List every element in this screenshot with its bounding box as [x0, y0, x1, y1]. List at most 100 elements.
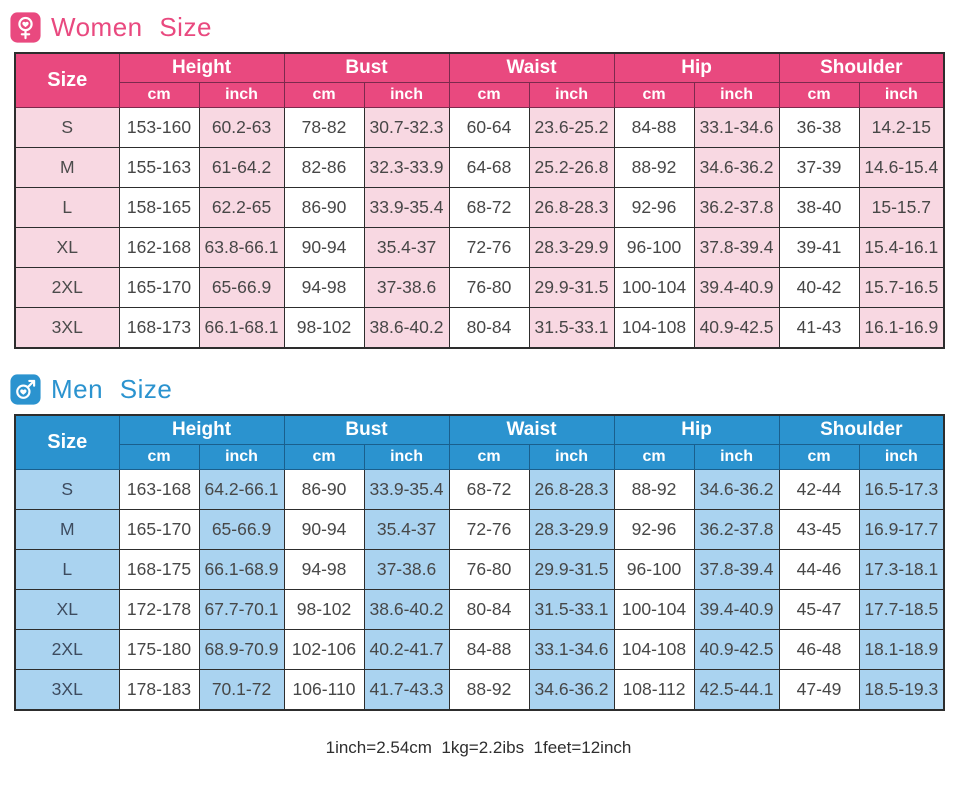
measurement-cell: 40.2-41.7 — [363, 629, 450, 670]
size-cell: 3XL — [14, 669, 120, 711]
column-header-waist: Waist — [448, 414, 615, 445]
measurement-cell: 76-80 — [448, 549, 530, 590]
size-row: L 158-165 62.2-65 86-90 33.9-35.4 68-72 26.8-2… — [14, 187, 945, 228]
measurement-cell: 39.4-40.9 — [693, 267, 780, 308]
size-row: XL 162-168 63.8-66.1 90-94 35.4-37 72-76 28.3-… — [14, 227, 945, 268]
measurement-cell: 178-183 — [118, 669, 200, 711]
measurement-cell: 92-96 — [613, 509, 695, 550]
measurement-cell: 44-46 — [778, 549, 860, 590]
measurement-cell: 40.9-42.5 — [693, 307, 780, 349]
measurement-cell: 40.9-42.5 — [693, 629, 780, 670]
measurement-cell: 162-168 — [118, 227, 200, 268]
size-row: 2XL 175-180 68.9-70.9 102-106 40.2-41.7 84-88… — [14, 629, 945, 670]
measurement-cell: 38-40 — [778, 187, 860, 228]
measurement-cell: 42-44 — [778, 469, 860, 510]
measurement-cell: 15.7-16.5 — [858, 267, 945, 308]
measurement-cell: 86-90 — [283, 187, 365, 228]
conversion-note: 1inch=2.54cm 1kg=2.2ibs 1feet=12inch — [325, 738, 632, 757]
measurement-cell: 163-168 — [118, 469, 200, 510]
measurement-cell: 80-84 — [448, 307, 530, 349]
measurement-cell: 60.2-63 — [198, 107, 285, 148]
measurement-cell: 94-98 — [283, 267, 365, 308]
women-header-unit-row: cm inch cm inch cm inch cm inch cm inch — [15, 82, 945, 108]
unit-header-inch: inch — [693, 82, 780, 108]
measurement-cell: 14.6-15.4 — [858, 147, 945, 188]
measurement-cell: 62.2-65 — [198, 187, 285, 228]
measurement-cell: 35.4-37 — [363, 509, 450, 550]
measurement-cell: 31.5-33.1 — [528, 307, 615, 349]
column-header-height: Height — [118, 414, 285, 445]
unit-header-cm: cm — [283, 82, 365, 108]
measurement-cell: 61-64.2 — [198, 147, 285, 188]
measurement-cell: 16.1-16.9 — [858, 307, 945, 349]
unit-header-cm: cm — [448, 444, 530, 470]
measurement-cell: 155-163 — [118, 147, 200, 188]
measurement-cell: 37-38.6 — [363, 267, 450, 308]
size-row: M 165-170 65-66.9 90-94 35.4-37 72-76 28.3-29.… — [14, 509, 945, 550]
measurement-cell: 33.9-35.4 — [363, 469, 450, 510]
measurement-cell: 29.9-31.5 — [528, 267, 615, 308]
unit-header-inch: inch — [198, 444, 285, 470]
size-cell: M — [14, 509, 120, 550]
measurement-cell: 15-15.7 — [858, 187, 945, 228]
unit-header-cm: cm — [613, 82, 695, 108]
measurement-cell: 104-108 — [613, 307, 695, 349]
size-cell: XL — [14, 227, 120, 268]
measurement-cell: 68-72 — [448, 187, 530, 228]
measurement-cell: 86-90 — [283, 469, 365, 510]
measurement-cell: 90-94 — [283, 227, 365, 268]
column-header-height: Height — [118, 52, 285, 83]
men-section-title: Men Size — [10, 374, 943, 405]
measurement-cell: 100-104 — [613, 589, 695, 630]
measurement-cell: 108-112 — [613, 669, 695, 711]
unit-header-inch: inch — [198, 82, 285, 108]
measurement-cell: 32.3-33.9 — [363, 147, 450, 188]
measurement-cell: 102-106 — [283, 629, 365, 670]
measurement-cell: 45-47 — [778, 589, 860, 630]
unit-header-cm: cm — [118, 82, 200, 108]
size-cell: M — [14, 147, 120, 188]
unit-header-cm: cm — [613, 444, 695, 470]
measurement-cell: 168-175 — [118, 549, 200, 590]
measurement-cell: 98-102 — [283, 589, 365, 630]
size-row: M 155-163 61-64.2 82-86 32.3-33.9 64-68 25.2-2… — [14, 147, 945, 188]
unit-header-inch: inch — [528, 82, 615, 108]
size-cell: S — [14, 107, 120, 148]
measurement-cell: 37-39 — [778, 147, 860, 188]
men-size-table: Size Height Bust Waist Hip Shoulder cm i… — [14, 414, 946, 711]
measurement-cell: 34.6-36.2 — [693, 147, 780, 188]
measurement-cell: 36.2-37.8 — [693, 509, 780, 550]
measurement-cell: 88-92 — [613, 147, 695, 188]
measurement-cell: 39.4-40.9 — [693, 589, 780, 630]
unit-header-cm: cm — [118, 444, 200, 470]
measurement-cell: 165-170 — [118, 509, 200, 550]
women-size-table: Size Height Bust Waist Hip Shoulder cm i… — [14, 52, 946, 349]
measurement-cell: 28.3-29.9 — [528, 509, 615, 550]
measurement-cell: 70.1-72 — [198, 669, 285, 711]
measurement-cell: 98-102 — [283, 307, 365, 349]
measurement-cell: 76-80 — [448, 267, 530, 308]
measurement-cell: 168-173 — [118, 307, 200, 349]
measurement-cell: 100-104 — [613, 267, 695, 308]
measurement-cell: 84-88 — [613, 107, 695, 148]
female-heart-icon — [10, 12, 41, 43]
measurement-cell: 30.7-32.3 — [363, 107, 450, 148]
measurement-cell: 88-92 — [613, 469, 695, 510]
measurement-cell: 35.4-37 — [363, 227, 450, 268]
measurement-cell: 16.9-17.7 — [858, 509, 945, 550]
size-cell: 2XL — [14, 267, 120, 308]
measurement-cell: 158-165 — [118, 187, 200, 228]
size-cell: L — [14, 549, 120, 590]
measurement-cell: 175-180 — [118, 629, 200, 670]
column-header-hip: Hip — [613, 414, 780, 445]
women-section-heading: Women Size — [51, 12, 212, 42]
measurement-cell: 72-76 — [448, 509, 530, 550]
unit-header-cm: cm — [778, 444, 860, 470]
size-row: 3XL 178-183 70.1-72 106-110 41.7-43.3 88-92 34… — [14, 669, 945, 711]
unit-header-inch: inch — [363, 82, 450, 108]
unit-header-inch: inch — [528, 444, 615, 470]
measurement-cell: 29.9-31.5 — [528, 549, 615, 590]
measurement-cell: 64-68 — [448, 147, 530, 188]
unit-header-cm: cm — [283, 444, 365, 470]
measurement-cell: 63.8-66.1 — [198, 227, 285, 268]
